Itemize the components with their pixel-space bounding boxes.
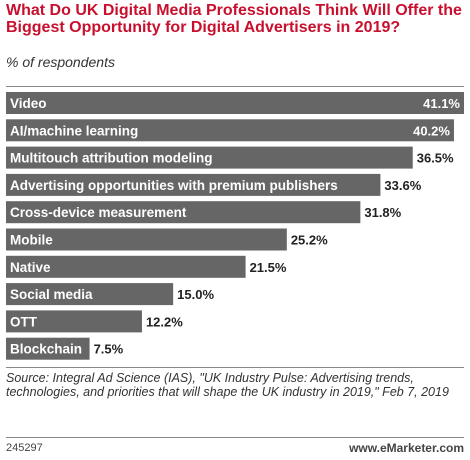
chart-id: 245297 xyxy=(6,442,43,454)
category-label-video: Video xyxy=(10,96,47,111)
value-label-video: 41.1% xyxy=(423,96,460,111)
bar-multitouch-attribution-modeling xyxy=(6,146,413,169)
footer-divider xyxy=(6,437,464,438)
chart-subtitle: % of respondents xyxy=(6,54,115,70)
category-label-native: Native xyxy=(10,260,51,275)
bar-video xyxy=(6,92,464,114)
category-label-multitouch-attribution-modeling: Multitouch attribution modeling xyxy=(10,151,212,166)
value-label-advertising-opportunities-with-premium-publishers: 33.6% xyxy=(384,178,421,193)
value-label-mobile: 25.2% xyxy=(291,233,328,248)
value-label-native: 21.5% xyxy=(250,260,287,275)
bar-advertising-opportunities-with-premium-publishers xyxy=(6,173,381,196)
bar-mobile xyxy=(6,228,287,251)
category-label-blockchain: Blockchain xyxy=(10,342,82,357)
bar-ai-machine-learning xyxy=(6,119,454,142)
value-label-multitouch-attribution-modeling: 36.5% xyxy=(417,151,454,166)
bar-blockchain xyxy=(6,337,90,360)
value-label-cross-device-measurement: 31.8% xyxy=(364,205,401,220)
brand-link[interactable]: www.eMarketer.com xyxy=(349,441,464,455)
top-divider xyxy=(6,86,464,87)
bar-chart: Video 41.1% AI/machine learning 40.2% Multit… xyxy=(6,92,464,360)
category-label-ott: OTT xyxy=(10,314,38,329)
value-label-social-media: 15.0% xyxy=(177,287,214,302)
bar-cross-device-measurement xyxy=(6,201,361,224)
value-label-blockchain: 7.5% xyxy=(94,342,124,357)
chart-title: What Do UK Digital Media Professionals T… xyxy=(6,2,462,36)
bar-social-media xyxy=(6,283,174,306)
source-note: Source: Integral Ad Science (IAS), "UK I… xyxy=(6,371,449,399)
category-label-cross-device-measurement: Cross-device measurement xyxy=(10,205,187,220)
bottom-divider xyxy=(6,367,464,368)
category-label-social-media: Social media xyxy=(10,287,93,302)
category-label-advertising-opportunities-with-premium-publishers: Advertising opportunities with premium p… xyxy=(10,178,338,193)
value-label-ai-machine-learning: 40.2% xyxy=(413,123,450,138)
bar-native xyxy=(6,255,246,278)
category-label-ai-machine-learning: AI/machine learning xyxy=(10,123,138,138)
category-label-mobile: Mobile xyxy=(10,233,53,248)
value-label-ott: 12.2% xyxy=(146,314,183,329)
bar-ott xyxy=(6,310,142,333)
